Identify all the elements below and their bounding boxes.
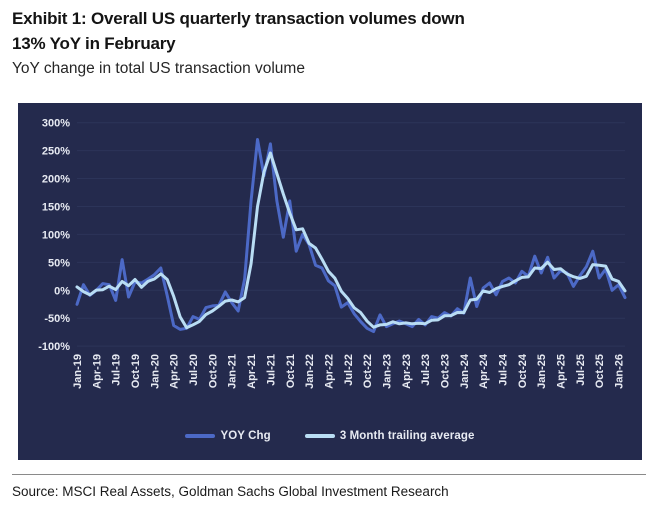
y-axis-tick-label: 150% [42,201,70,213]
y-axis-tick-label: -100% [38,341,70,353]
x-axis-tick-label: Oct-23 [439,354,451,388]
exhibit-title-line-2: 13% YoY in February [12,34,176,53]
x-axis-tick-label: Jul-19 [111,354,123,386]
series-line [75,138,627,334]
x-axis-tick-label: Oct-22 [362,354,374,388]
exhibit-title: Exhibit 1: Overall US quarterly transact… [12,6,652,56]
x-axis-tick-label: Oct-25 [594,354,606,388]
x-axis-tick-label: Jan-20 [149,354,161,389]
x-axis-tick-label: Jan-24 [459,353,471,389]
x-axis-tick-label: Apr-19 [91,354,103,389]
line-chart: 300% 250% 200% 150% 100% 50% 0% -50% -100%Jan-19… [38,118,627,389]
x-axis-tick-label: Apr-24 [478,353,490,389]
yoy-chg-line-swatch [185,434,216,438]
x-axis-tick-label: Jul-21 [265,354,277,386]
x-axis-tick-label: Jan-19 [72,354,84,389]
legend-label-yoy-chg: YOY Chg [220,430,271,442]
y-axis-tick-label: -50% [44,313,70,325]
x-axis-tick-label: Jul-24 [498,353,510,386]
x-axis-tick-label: Apr-23 [401,354,413,389]
x-axis-tick-label: Oct-21 [285,354,297,388]
y-axis-tick-label: 50% [48,257,70,269]
exhibit-title-line-1: Exhibit 1: Overall US quarterly transact… [12,9,465,28]
y-axis-tick-label: 300% [42,118,70,130]
trailing-average-line-swatch [304,434,335,438]
x-axis-tick-label: Apr-20 [169,354,181,389]
y-axis-tick-label: 250% [42,146,70,158]
y-axis-tick-label: 100% [42,229,70,241]
x-axis-tick-label: Jan-25 [536,354,548,389]
x-axis-tick-label: Jan-23 [381,354,393,389]
legend-label-trailing-average: 3 Month trailing average [339,430,475,442]
x-axis-tick-label: Jul-25 [575,354,587,386]
x-axis-tick-label: Oct-20 [207,354,219,388]
x-axis-tick-label: Jul-20 [188,354,200,386]
y-axis-tick-label: 0% [54,285,70,297]
source-line: Source: MSCI Real Assets, Goldman Sachs … [12,484,449,499]
chart-panel: 300% 250% 200% 150% 100% 50% 0% -50% -100% Jan-19… [18,103,642,460]
footer-divider [12,474,646,475]
x-axis-tick-label: Jan-22 [304,354,316,389]
legend-item-trailing-average: 3 Month trailing average [304,430,475,442]
chart-legend: YOY Chg 3 Month trailing average [18,430,642,442]
legend-item-yoy-chg: YOY Chg [185,430,271,442]
x-axis-tick-label: Jan-26 [614,354,626,389]
x-axis-tick-label: Apr-25 [556,354,568,389]
y-axis-tick-label: 200% [42,174,70,186]
x-axis-tick-label: Jul-23 [420,354,432,386]
chart-subtitle: YoY change in total US transaction volum… [12,60,305,77]
x-axis-tick-label: Oct-24 [517,353,529,388]
series-line [75,151,627,330]
x-axis-tick-label: Jan-21 [227,354,239,389]
x-axis-tick-label: Oct-19 [130,354,142,388]
x-axis-tick-label: Apr-21 [246,354,258,389]
x-axis-tick-label: Apr-22 [323,354,335,389]
x-axis-tick-label: Jul-22 [343,354,355,386]
